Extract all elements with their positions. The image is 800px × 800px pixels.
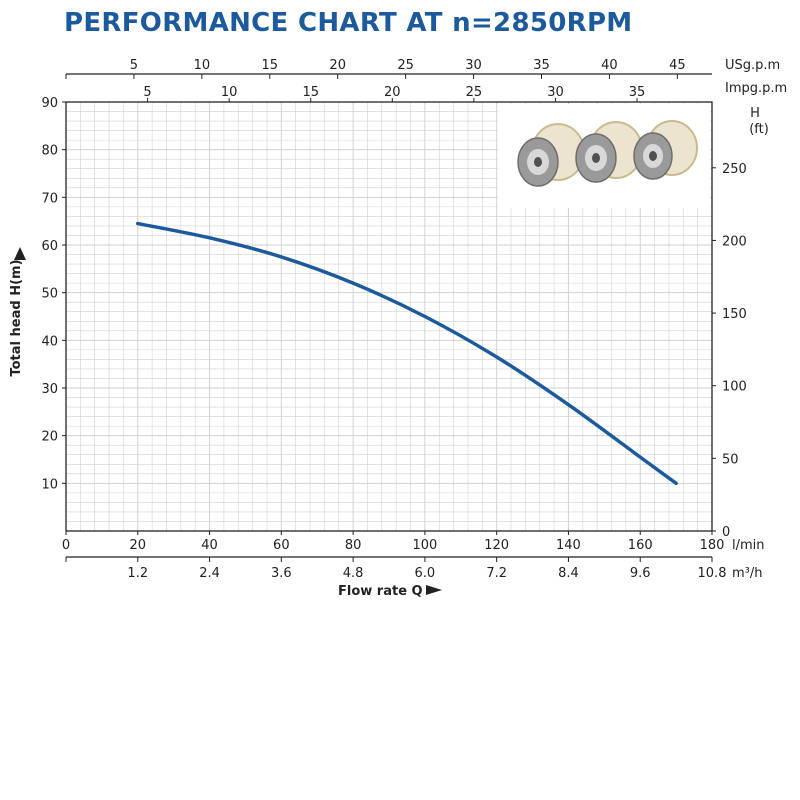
right-axis-tick-label: 50 (722, 452, 739, 467)
x-tick-label: 40 (201, 538, 218, 553)
x-tick-label: 80 (345, 538, 362, 553)
right-axis-label-h: H (750, 106, 760, 121)
secondary-x-tick-label: 6.0 (415, 566, 436, 581)
top-axis-usgpm-tick-label: 40 (601, 58, 618, 73)
impeller-2-icon (575, 121, 643, 183)
secondary-x-tick-label: 9.6 (630, 566, 651, 581)
x-tick-label: 20 (130, 538, 147, 553)
secondary-x-tick-label: 10.8 (698, 566, 727, 581)
top-axis-usgpm-tick-label: 20 (329, 58, 346, 73)
x-tick-label: 160 (628, 538, 653, 553)
y-axis-arrow-icon (14, 247, 26, 260)
right-axis-tick-label: 100 (722, 380, 747, 395)
x-tick-label: 100 (412, 538, 437, 553)
y-tick-label: 70 (41, 191, 58, 206)
y-tick-label: 90 (41, 96, 58, 111)
top-axis-impgpm-tick-label: 30 (547, 85, 564, 100)
top-axis-usgpm-tick-label: 15 (262, 58, 279, 73)
x-tick-label: 140 (556, 538, 581, 553)
top-axis-impgpm-tick-label: 35 (629, 85, 646, 100)
right-axis-tick-label: 250 (722, 162, 747, 177)
secondary-x-tick-label: 1.2 (127, 566, 148, 581)
secondary-x-tick-label: 4.8 (343, 566, 364, 581)
right-axis-tick-label: 150 (722, 307, 747, 322)
y-tick-label: 60 (41, 239, 58, 254)
impeller-1-icon (517, 123, 585, 187)
y-tick-label: 50 (41, 287, 58, 302)
series-line-head (136, 221, 678, 486)
top-axis-impgpm-tick-label: 10 (221, 85, 238, 100)
top-axis-usgpm-tick-label: 45 (669, 58, 686, 73)
top-axis-impgpm-tick-label: 15 (302, 85, 319, 100)
x-tick-label: 120 (484, 538, 509, 553)
top-axis-impgpm-tick-label: 25 (466, 85, 483, 100)
impeller-3-icon (633, 120, 698, 180)
secondary-x-tick-label: 3.6 (271, 566, 292, 581)
x-axis-arrow-icon (426, 585, 442, 595)
y-tick-label: 40 (41, 334, 58, 349)
right-axis-label-ft: (ft) (749, 122, 769, 137)
top-axis-impgpm-tick-label: 5 (143, 85, 151, 100)
y-axis-title: Total head H(m) (9, 259, 24, 376)
top-axis-unit-usgpm: USg.p.m (725, 58, 780, 73)
top-axis-usgpm-tick-label: 30 (465, 58, 482, 73)
top-axis-usgpm-tick-label: 25 (397, 58, 414, 73)
top-axis-impgpm-tick-label: 20 (384, 85, 401, 100)
x-tick-label: 0 (62, 538, 70, 553)
y-tick-label: 10 (41, 477, 58, 492)
secondary-x-tick-label: 2.4 (199, 566, 220, 581)
x-axis-title: Flow rate Q (338, 584, 423, 599)
x-tick-label: 180 (700, 538, 725, 553)
x-tick-label: 60 (273, 538, 290, 553)
top-axis-usgpm-tick-label: 35 (533, 58, 550, 73)
y-tick-label: 20 (41, 430, 58, 445)
top-axis-usgpm-tick-label: 5 (130, 58, 138, 73)
y-tick-label: 30 (41, 382, 58, 397)
right-axis-tick-label: 200 (722, 234, 747, 249)
top-axis-unit-impgpm: Impg.p.m (725, 81, 787, 96)
chart-title: PERFORMANCE CHART AT n=2850RPM (64, 8, 633, 38)
y-tick-label: 80 (41, 144, 58, 159)
top-axis-usgpm-tick-label: 10 (194, 58, 211, 73)
secondary-x-tick-label: 8.4 (558, 566, 579, 581)
plot-frame (65, 101, 713, 532)
x-axis-unit-m3h: m³/h (732, 566, 763, 581)
impeller-photo (498, 104, 710, 208)
right-axis-tick-label: 0 (722, 525, 730, 540)
x-axis-unit-lmin: l/min (732, 538, 765, 553)
secondary-x-tick-label: 7.2 (486, 566, 507, 581)
